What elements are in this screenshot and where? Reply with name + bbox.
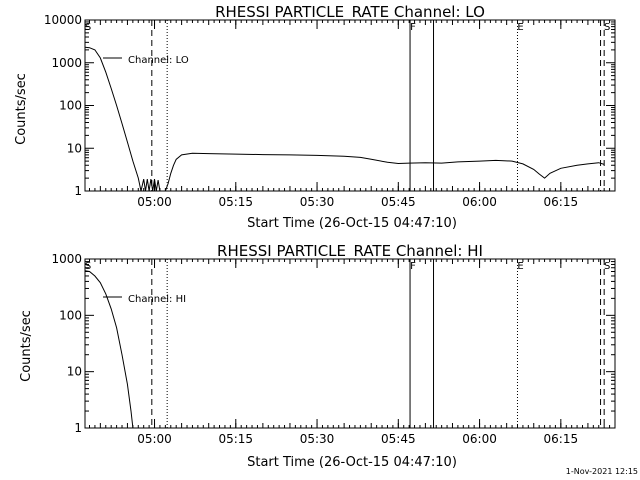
x-tick-label: 05:45: [381, 432, 416, 446]
x-tick-label: 05:00: [137, 432, 172, 446]
series-line: [84, 46, 605, 192]
chart-title: RHESSI PARTICLE_RATE Channel: LO: [215, 3, 485, 22]
event-marker-label: S: [85, 261, 91, 272]
x-tick-label: 05:00: [137, 195, 172, 209]
legend-label: Channel: LO: [128, 55, 189, 66]
event-marker-label: S: [85, 22, 91, 33]
chart-title: RHESSI PARTICLE_RATE Channel: HI: [217, 242, 483, 261]
series-line: [84, 270, 134, 429]
event-marker-label: F: [410, 261, 416, 272]
y-tick-label: 1000: [51, 56, 82, 70]
legend-label: Channel: HI: [128, 294, 186, 305]
axes-frame: [84, 258, 616, 429]
y-tick-label: 10: [67, 365, 82, 379]
y-tick-label: 1: [74, 421, 82, 435]
x-axis-label: Start Time (26-Oct-15 04:47:10): [247, 216, 457, 231]
y-axis-label: Counts/sec: [19, 310, 34, 382]
x-tick-label: 06:00: [462, 195, 497, 209]
x-tick-label: 05:15: [218, 195, 253, 209]
x-tick-label: 06:15: [544, 432, 579, 446]
y-tick-label: 100: [59, 308, 82, 322]
y-tick-label: 10000: [44, 13, 82, 27]
x-tick-label: 05:15: [218, 432, 253, 446]
event-marker-label: S: [604, 22, 610, 33]
axes-frame: [84, 19, 616, 192]
y-tick-label: 100: [59, 99, 82, 113]
x-tick-label: 05:30: [300, 195, 335, 209]
x-tick-label: 06:00: [462, 432, 497, 446]
event-marker-label: E: [517, 22, 523, 33]
y-axis-label: Counts/sec: [14, 73, 29, 145]
y-tick-label: 1000: [51, 252, 82, 266]
x-tick-label: 06:15: [544, 195, 579, 209]
y-tick-label: 1: [74, 184, 82, 198]
footer-date: 1-Nov-2021 12:15: [566, 467, 638, 476]
event-marker-label: F: [410, 22, 416, 33]
event-marker-label: E: [517, 261, 523, 272]
hi-channel-panel: RHESSI PARTICLE_RATE Channel: HI Start T…: [19, 242, 616, 470]
x-tick-label: 05:45: [381, 195, 416, 209]
event-marker-label: S: [604, 261, 610, 272]
y-tick-label: 10: [67, 141, 82, 155]
x-tick-label: 05:30: [300, 432, 335, 446]
x-axis-label: Start Time (26-Oct-15 04:47:10): [247, 455, 457, 470]
lo-channel-panel: RHESSI PARTICLE_RATE Channel: LO Start T…: [14, 3, 616, 231]
